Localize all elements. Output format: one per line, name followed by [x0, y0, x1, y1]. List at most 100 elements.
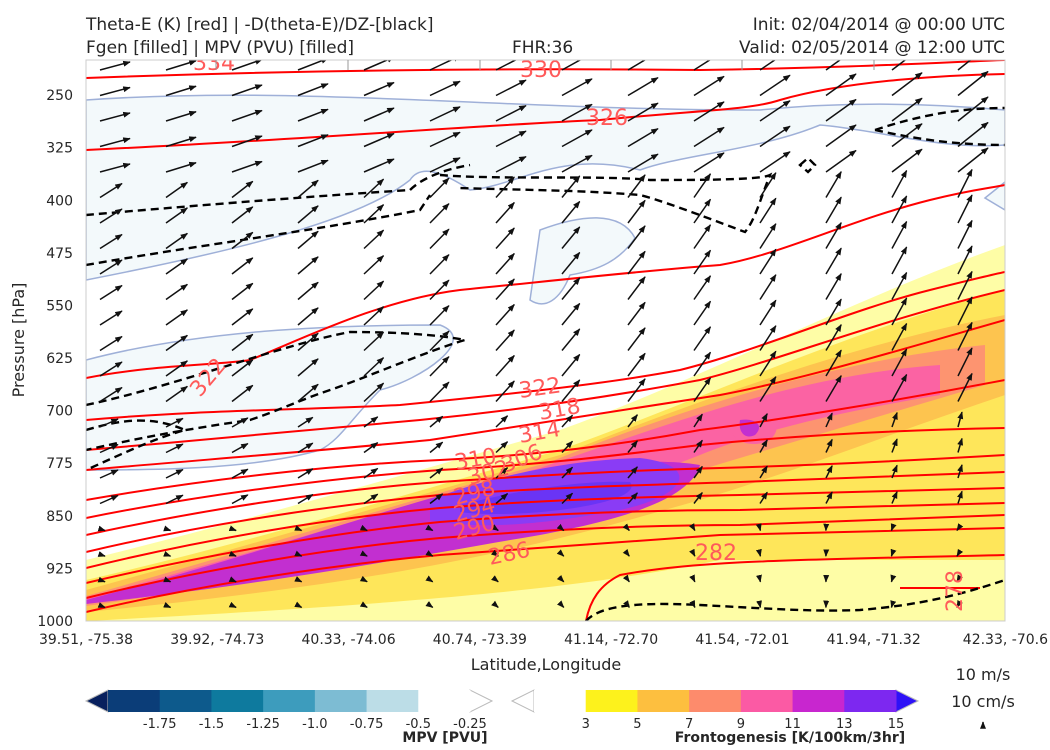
- wind-arrow: [825, 375, 842, 402]
- mpv-colorbar: -1.75 -1.5 -1.25 -1.0 -0.75 -0.5 -0.25: [84, 689, 494, 732]
- wind-arrow: [561, 60, 582, 71]
- wind-arrow: [429, 177, 450, 199]
- wind-arrow: [99, 111, 131, 122]
- wind-arrow: [957, 219, 973, 249]
- init-time: Init: 02/04/2014 @ 00:00 UTC: [753, 15, 1005, 35]
- colorbar-tick-label: -0.75: [350, 717, 384, 732]
- wind-arrow: [425, 575, 434, 583]
- wind-arrow: [495, 176, 515, 199]
- wind-arrow: [759, 172, 777, 198]
- wind-arrow: [693, 377, 712, 402]
- wind-arrow: [231, 333, 254, 352]
- wind-arrow: [97, 602, 106, 609]
- wind-arrow: [97, 551, 106, 557]
- wind-arrow: [99, 361, 123, 377]
- wind-arrow: [297, 468, 314, 479]
- wind-arrow: [825, 171, 842, 198]
- wind-arrow: [165, 417, 184, 428]
- wind-arrow: [231, 468, 249, 479]
- wind-arrow: [297, 159, 329, 173]
- wind-arrow: [759, 413, 768, 428]
- wind-arrow: [693, 439, 703, 453]
- x-tick-label: 41.14, -72.70: [564, 632, 658, 648]
- wind-arrow: [99, 182, 123, 199]
- wind-arrow: [425, 601, 434, 609]
- wind-arrow: [165, 334, 188, 352]
- contour-label-326: 326: [586, 106, 628, 131]
- wind-arrow: [97, 576, 106, 583]
- wind-arrow: [561, 200, 581, 224]
- wind-arrow: [759, 274, 777, 300]
- wind-arrow: [759, 491, 768, 504]
- wind-arrow: [825, 98, 857, 122]
- wind-arrow: [825, 465, 833, 479]
- forecast-hour: FHR:36: [512, 38, 573, 58]
- wind-arrow: [363, 255, 385, 275]
- wind-arrow: [627, 128, 659, 148]
- wind-arrow: [623, 600, 630, 609]
- frontogenesis-colorbar-title: Frontogenesis [K/100km/3hr]: [675, 730, 905, 746]
- wind-arrow: [99, 310, 123, 326]
- wind-arrow: [231, 494, 249, 505]
- wind-arrow: [228, 550, 237, 557]
- wind-arrow: [561, 103, 593, 122]
- wind-arrow: [890, 548, 897, 557]
- wind-arrow: [231, 282, 254, 301]
- wind-arrow: [561, 379, 581, 402]
- wind-arrow: [99, 418, 119, 428]
- wind-arrow: [627, 440, 638, 453]
- colorbar-swatch: [637, 690, 690, 712]
- wind-arrow: [297, 230, 319, 250]
- wind-arrow: [228, 601, 237, 609]
- wind-arrow: [825, 349, 842, 377]
- wind-arrow: [689, 600, 696, 609]
- wind-arrow: [429, 305, 450, 326]
- wind-arrow: [297, 134, 329, 148]
- wind-arrow: [556, 549, 565, 557]
- colorbar-tick-label: 13: [836, 717, 853, 732]
- y-axis-label: Pressure [hPa]: [9, 283, 28, 398]
- wind-arrow: [97, 525, 106, 532]
- wind-arrow: [561, 440, 574, 454]
- wind-arrow: [561, 277, 581, 300]
- wind-arrow: [297, 383, 319, 403]
- wind-arrow: [627, 301, 646, 326]
- wind-arrow: [891, 490, 898, 504]
- wind-arrow: [429, 254, 450, 275]
- wind-arrow: [891, 373, 908, 402]
- wind-arrow: [957, 147, 989, 173]
- wind-arrow: [429, 228, 450, 250]
- wind-arrow: [495, 201, 515, 224]
- wind-arrow: [294, 525, 303, 532]
- contour-label-330: 330: [520, 58, 562, 83]
- wind-arrow: [363, 442, 379, 454]
- wind-arrow: [627, 250, 646, 275]
- wind-arrow: [363, 331, 385, 352]
- wind-arrow: [99, 494, 119, 505]
- wind-arrow: [627, 414, 638, 428]
- wind-arrow: [429, 279, 450, 301]
- wind-arrow: [891, 220, 908, 249]
- wind-arrow: [99, 443, 119, 454]
- wind-arrow: [759, 439, 768, 453]
- wind-arrow: [294, 576, 303, 583]
- wind-arrow: [491, 575, 499, 583]
- wind-arrow: [956, 548, 964, 557]
- wind-arrow: [165, 283, 188, 301]
- colorbar-swatch: [366, 690, 419, 712]
- wind-arrow: [825, 491, 833, 504]
- wind-arrow: [957, 96, 989, 122]
- wind-arrow: [99, 284, 123, 301]
- wind-arrow: [297, 442, 314, 454]
- wind-arrow: [495, 329, 515, 352]
- wind-arrow: [556, 600, 565, 608]
- wind-arrow: [561, 414, 574, 428]
- wind-arrow: [825, 149, 857, 173]
- colorbar-tick-label: 5: [633, 717, 641, 732]
- wind-arrow: [163, 576, 172, 583]
- top-ticks: [215, 60, 875, 70]
- wind-arrow: [163, 602, 172, 609]
- wind-arrow: [627, 492, 638, 504]
- wind-arrow: [890, 523, 897, 532]
- wind-arrow: [561, 328, 581, 351]
